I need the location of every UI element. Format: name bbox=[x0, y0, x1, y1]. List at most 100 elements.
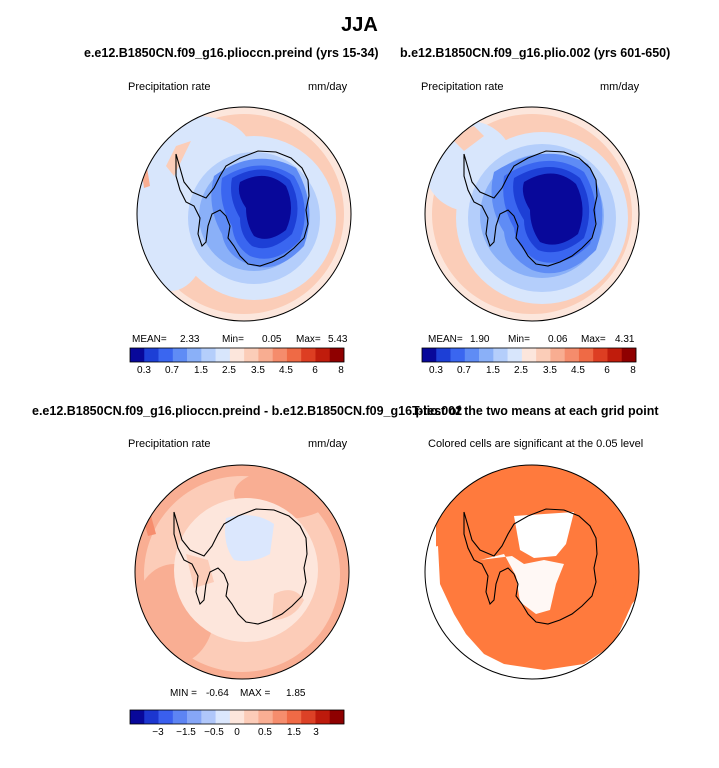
panel3-cb-label: −3 bbox=[152, 727, 164, 738]
colorbar-swatch bbox=[187, 348, 202, 362]
panel3-cb-label: 3 bbox=[313, 727, 319, 738]
panel2-cb-label: 8 bbox=[630, 365, 636, 376]
panel2-cb-label: 3.5 bbox=[543, 365, 557, 376]
colorbar-swatch bbox=[201, 348, 216, 362]
colorbar-swatch bbox=[479, 348, 494, 362]
colorbar-swatch bbox=[187, 710, 202, 724]
panel3-max-label: MAX = bbox=[240, 688, 271, 699]
colorbar-swatch bbox=[607, 348, 623, 362]
panel1-max-value: 5.43 bbox=[328, 334, 348, 345]
panel3-map bbox=[134, 464, 350, 680]
panel2-cb-label: 4.5 bbox=[571, 365, 585, 376]
colorbar-swatch bbox=[550, 348, 565, 362]
colorbar-swatch bbox=[329, 710, 345, 724]
colorbar-swatch bbox=[272, 348, 288, 362]
colorbar-swatch bbox=[315, 710, 331, 724]
colorbar-swatch bbox=[172, 348, 188, 362]
panel2-cb-label: 1.5 bbox=[486, 365, 500, 376]
panel4-map bbox=[424, 464, 640, 680]
panel3-colorbar bbox=[129, 709, 345, 725]
colorbar-swatch bbox=[329, 348, 345, 362]
colorbar-swatch bbox=[215, 348, 231, 362]
colorbar-swatch bbox=[229, 710, 245, 724]
panel2-cb-label: 2.5 bbox=[514, 365, 528, 376]
panel3-coastline bbox=[173, 508, 308, 625]
panel1-cb-label: 0.3 bbox=[137, 365, 151, 376]
colorbar-border bbox=[129, 709, 345, 725]
panel1-dry-core bbox=[238, 175, 291, 239]
panel3-cb-label: −0.5 bbox=[204, 727, 224, 738]
panel2-variable: Precipitation rate bbox=[421, 81, 504, 93]
panel1-mean-value: 2.33 bbox=[180, 334, 200, 345]
panel1-cb-label: 3.5 bbox=[251, 365, 265, 376]
panel3-max-value: 1.85 bbox=[286, 688, 306, 699]
panel3-min-value: -0.64 bbox=[206, 688, 229, 699]
colorbar-swatch bbox=[301, 710, 316, 724]
panel2-coastline bbox=[463, 150, 598, 267]
panel4-note: Colored cells are significant at the 0.0… bbox=[428, 438, 644, 450]
colorbar-swatch bbox=[244, 348, 259, 362]
panel2-map bbox=[424, 106, 640, 322]
panel3-cb-label: 1.5 bbox=[287, 727, 301, 738]
panel1-units: mm/day bbox=[308, 81, 348, 93]
colorbar-swatch bbox=[130, 348, 145, 362]
panel1-title: e.e12.B1850CN.f09_g16.plioccn.preind (yr… bbox=[84, 46, 379, 60]
colorbar-swatch bbox=[464, 348, 480, 362]
colorbar-swatch bbox=[201, 710, 216, 724]
colorbar-swatch bbox=[144, 348, 159, 362]
panel1-cb-label: 0.7 bbox=[165, 365, 179, 376]
panel2-colorbar bbox=[421, 347, 637, 363]
colorbar-swatch bbox=[493, 348, 508, 362]
panel1-min-value: 0.05 bbox=[262, 334, 282, 345]
panel1-map bbox=[136, 106, 352, 322]
panel1-variable: Precipitation rate bbox=[128, 81, 211, 93]
panel4-title: T-test of the two means at each grid poi… bbox=[412, 404, 659, 418]
panel3-cb-label: 0.5 bbox=[258, 727, 272, 738]
panel1-cb-label: 1.5 bbox=[194, 365, 208, 376]
panel2-min-label: Min= bbox=[508, 334, 530, 345]
panel2-mean-value: 1.90 bbox=[470, 334, 490, 345]
colorbar-swatch bbox=[621, 348, 637, 362]
panel2-max-value: 4.31 bbox=[615, 334, 635, 345]
panel2-cb-label: 0.3 bbox=[429, 365, 443, 376]
figure-title: JJA bbox=[341, 14, 378, 36]
colorbar-swatch bbox=[229, 348, 245, 362]
panel3-cb-label: 0 bbox=[234, 727, 240, 738]
panel3-cb-label: −1.5 bbox=[176, 727, 196, 738]
panel1-mean-label: MEAN= bbox=[132, 334, 167, 345]
panel2-cb-label: 0.7 bbox=[457, 365, 471, 376]
colorbar-swatch bbox=[215, 710, 231, 724]
panel2-title: b.e12.B1850CN.f09_g16.plio.002 (yrs 601-… bbox=[400, 46, 671, 60]
panel2-cb-label: 6 bbox=[604, 365, 610, 376]
colorbar-swatch bbox=[315, 348, 331, 362]
colorbar-swatch bbox=[578, 348, 594, 362]
colorbar-swatch bbox=[536, 348, 551, 362]
colorbar-swatch bbox=[158, 710, 174, 724]
colorbar-swatch bbox=[172, 710, 188, 724]
colorbar-swatch bbox=[258, 710, 273, 724]
colorbar-swatch bbox=[286, 348, 302, 362]
panel4-coastline bbox=[463, 508, 598, 625]
panel1-cb-label: 4.5 bbox=[279, 365, 293, 376]
colorbar-swatch bbox=[272, 710, 288, 724]
colorbar-swatch bbox=[436, 348, 451, 362]
colorbar-swatch bbox=[286, 710, 302, 724]
colorbar-swatch bbox=[158, 348, 174, 362]
colorbar-swatch bbox=[507, 348, 523, 362]
colorbar-swatch bbox=[422, 348, 437, 362]
colorbar-swatch bbox=[593, 348, 608, 362]
panel3-min-label: MIN = bbox=[170, 688, 197, 699]
panel1-colorbar bbox=[129, 347, 345, 363]
colorbar-border bbox=[129, 347, 345, 363]
panel1-min-label: Min= bbox=[222, 334, 244, 345]
panel1-cb-label: 2.5 bbox=[222, 365, 236, 376]
panel1-coastline bbox=[175, 150, 310, 267]
colorbar-swatch bbox=[130, 710, 145, 724]
panel3-variable: Precipitation rate bbox=[128, 438, 211, 450]
colorbar-swatch bbox=[144, 710, 159, 724]
colorbar-swatch bbox=[301, 348, 316, 362]
panel1-cb-label: 6 bbox=[312, 365, 318, 376]
panel2-mean-label: MEAN= bbox=[428, 334, 463, 345]
colorbar-swatch bbox=[244, 710, 259, 724]
panel3-units: mm/day bbox=[308, 438, 348, 450]
